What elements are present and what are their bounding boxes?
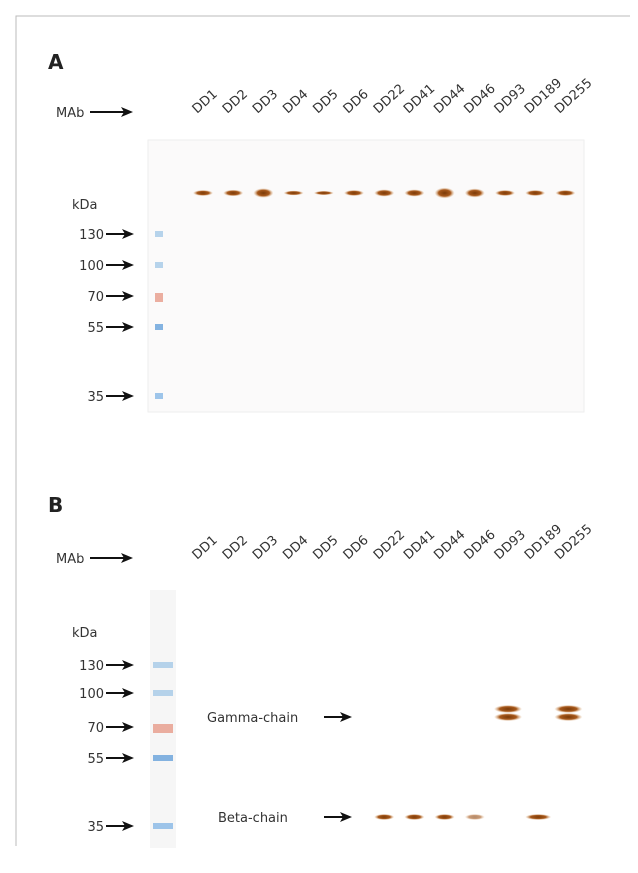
band: [494, 713, 522, 721]
lane-label: DD3: [250, 533, 281, 563]
band: [434, 187, 455, 199]
arrow-head: [122, 391, 134, 401]
kda-label: kDa: [72, 198, 98, 213]
ladder-band: [153, 662, 173, 668]
ladder-band: [155, 262, 163, 268]
band: [404, 814, 425, 820]
band: [464, 814, 485, 820]
band: [283, 190, 304, 196]
band: [374, 189, 395, 197]
mab-label: MAb: [56, 106, 84, 121]
lane-label: DD2: [220, 87, 251, 117]
ladder-band: [155, 324, 163, 330]
marker-label: 35: [87, 820, 104, 835]
band: [313, 190, 334, 196]
band: [434, 814, 455, 820]
lane-label: DD44: [431, 527, 468, 563]
marker-label: 130: [79, 659, 104, 674]
band: [344, 190, 364, 196]
band: [374, 814, 395, 820]
band: [193, 190, 213, 196]
ladder-band: [153, 724, 173, 733]
band: [554, 713, 583, 721]
frame: [15, 15, 630, 846]
arrow-head: [121, 553, 133, 563]
lane-label: DD93: [492, 81, 529, 117]
lane-label: DD1: [190, 533, 221, 563]
lane-label: DD1: [190, 87, 221, 117]
lane-label: DD22: [371, 81, 408, 117]
marker-label: 70: [87, 721, 104, 736]
arrow-head: [122, 753, 134, 763]
panel-letter: B: [48, 493, 63, 517]
lane-label: DD2: [220, 533, 251, 563]
lane-label: DD44: [431, 81, 468, 117]
marker-label: 100: [79, 259, 104, 274]
arrow-head: [121, 107, 133, 117]
lane-label: DD41: [401, 81, 438, 117]
arrow-head: [340, 712, 352, 722]
band: [554, 705, 583, 713]
band: [464, 188, 485, 198]
gel-a: [147, 139, 585, 413]
band: [404, 189, 425, 197]
lane-label: DD4: [280, 87, 311, 117]
lane-label: DD5: [310, 533, 341, 563]
ladder-b: [150, 590, 176, 848]
band-label: Gamma-chain: [207, 711, 298, 726]
panel-letter: A: [48, 50, 64, 74]
band: [223, 189, 244, 197]
ladder-band: [155, 293, 163, 302]
lane-label: DD22: [371, 527, 408, 563]
arrow-head: [122, 229, 134, 239]
arrow-head: [122, 322, 134, 332]
band: [555, 190, 576, 196]
arrow-head: [122, 688, 134, 698]
lane-label: DD6: [341, 87, 372, 117]
kda-label: kDa: [72, 626, 98, 641]
lane-label: DD4: [280, 533, 311, 563]
marker-label: 100: [79, 687, 104, 702]
band-label: Beta-chain: [218, 811, 288, 826]
ladder-band: [153, 755, 173, 761]
marker-label: 70: [87, 290, 104, 305]
lane-label: DD46: [461, 81, 498, 117]
ladder-band: [155, 231, 163, 237]
band: [495, 190, 515, 196]
lane-label: DD6: [341, 533, 372, 563]
lane-label: DD41: [401, 527, 438, 563]
lane-label: DD3: [250, 87, 281, 117]
ladder-band: [153, 690, 173, 696]
band: [525, 814, 552, 820]
ladder-band: [155, 393, 163, 399]
arrow-head: [340, 812, 352, 822]
band: [525, 190, 546, 196]
arrow-head: [122, 260, 134, 270]
arrow-head: [122, 722, 134, 732]
marker-label: 130: [79, 228, 104, 243]
arrow-head: [122, 660, 134, 670]
marker-label: 55: [87, 752, 104, 767]
band: [253, 188, 274, 198]
band: [494, 705, 522, 713]
lane-label: DD46: [461, 527, 498, 563]
marker-label: 35: [87, 390, 104, 405]
lane-label: DD93: [492, 527, 529, 563]
mab-label: MAb: [56, 552, 84, 567]
ladder-band: [153, 823, 173, 829]
arrow-head: [122, 291, 134, 301]
lane-label: DD5: [310, 87, 341, 117]
marker-label: 55: [87, 321, 104, 336]
arrow-head: [122, 821, 134, 831]
